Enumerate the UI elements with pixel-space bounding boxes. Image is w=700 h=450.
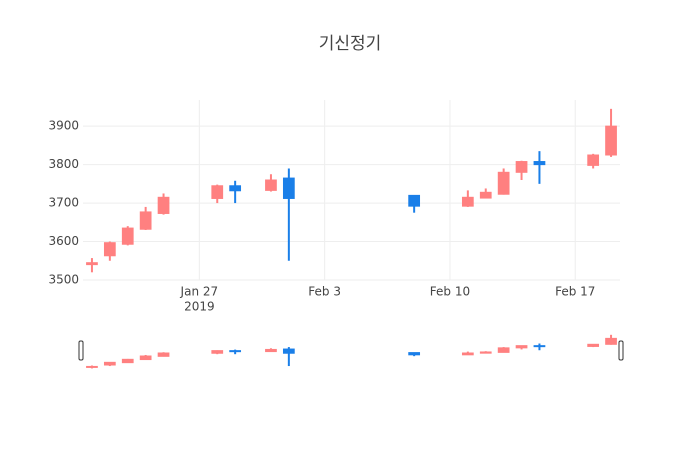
rangeslider-handle (78, 340, 84, 361)
x-tick-label: Jan 27 (180, 285, 219, 299)
candle-body (497, 171, 510, 195)
slider-candle-body (461, 352, 474, 356)
candle-body (86, 262, 98, 266)
candle-body (211, 185, 224, 199)
slider-candle-body (265, 348, 277, 353)
candle-body (605, 125, 617, 156)
y-tick-label: 3800 (48, 157, 79, 171)
slider-candle-body (229, 350, 242, 353)
slider-candle-body (157, 352, 170, 357)
slider-candle-body (139, 355, 152, 361)
candle-body (157, 196, 170, 214)
x-tick-label: Feb 10 (430, 285, 470, 299)
x-year-label: 2019 (184, 300, 215, 314)
y-tick-label: 3900 (48, 119, 79, 133)
y-tick-label: 3600 (48, 234, 79, 248)
slider-candle-body (605, 337, 617, 345)
candle-body (461, 196, 474, 207)
candle-body (229, 185, 242, 192)
candle-body (587, 154, 600, 166)
slider-candle-body (86, 365, 98, 368)
candle-body (408, 194, 421, 207)
candle-body (265, 179, 277, 191)
x-tick-label: Feb 3 (308, 285, 341, 299)
slider-candle-body (282, 348, 295, 354)
slider-candle-body (103, 361, 116, 366)
slider-candle-body (479, 351, 492, 354)
candle-body (282, 177, 295, 199)
candle-body (515, 161, 528, 173)
slider-candle-body (121, 358, 134, 364)
slider-candle-body (408, 352, 421, 356)
slider-candle-body (533, 345, 546, 348)
y-tick-label: 3500 (48, 273, 79, 287)
slider-candle-body (515, 345, 528, 349)
slider-candle-body (497, 347, 510, 353)
slider-candle-body (211, 350, 224, 354)
candle-body (121, 227, 134, 245)
candle-body (103, 242, 116, 257)
chart-title: 기신정기 (319, 34, 382, 54)
rangeslider-handle (618, 340, 624, 361)
x-tick-label: Feb 17 (555, 285, 595, 299)
candle-body (533, 161, 546, 166)
candle-body (479, 191, 492, 199)
candle-body (139, 211, 152, 230)
rangeslider-bg (83, 330, 620, 373)
y-tick-label: 3700 (48, 196, 79, 210)
slider-candle-body (587, 343, 600, 347)
